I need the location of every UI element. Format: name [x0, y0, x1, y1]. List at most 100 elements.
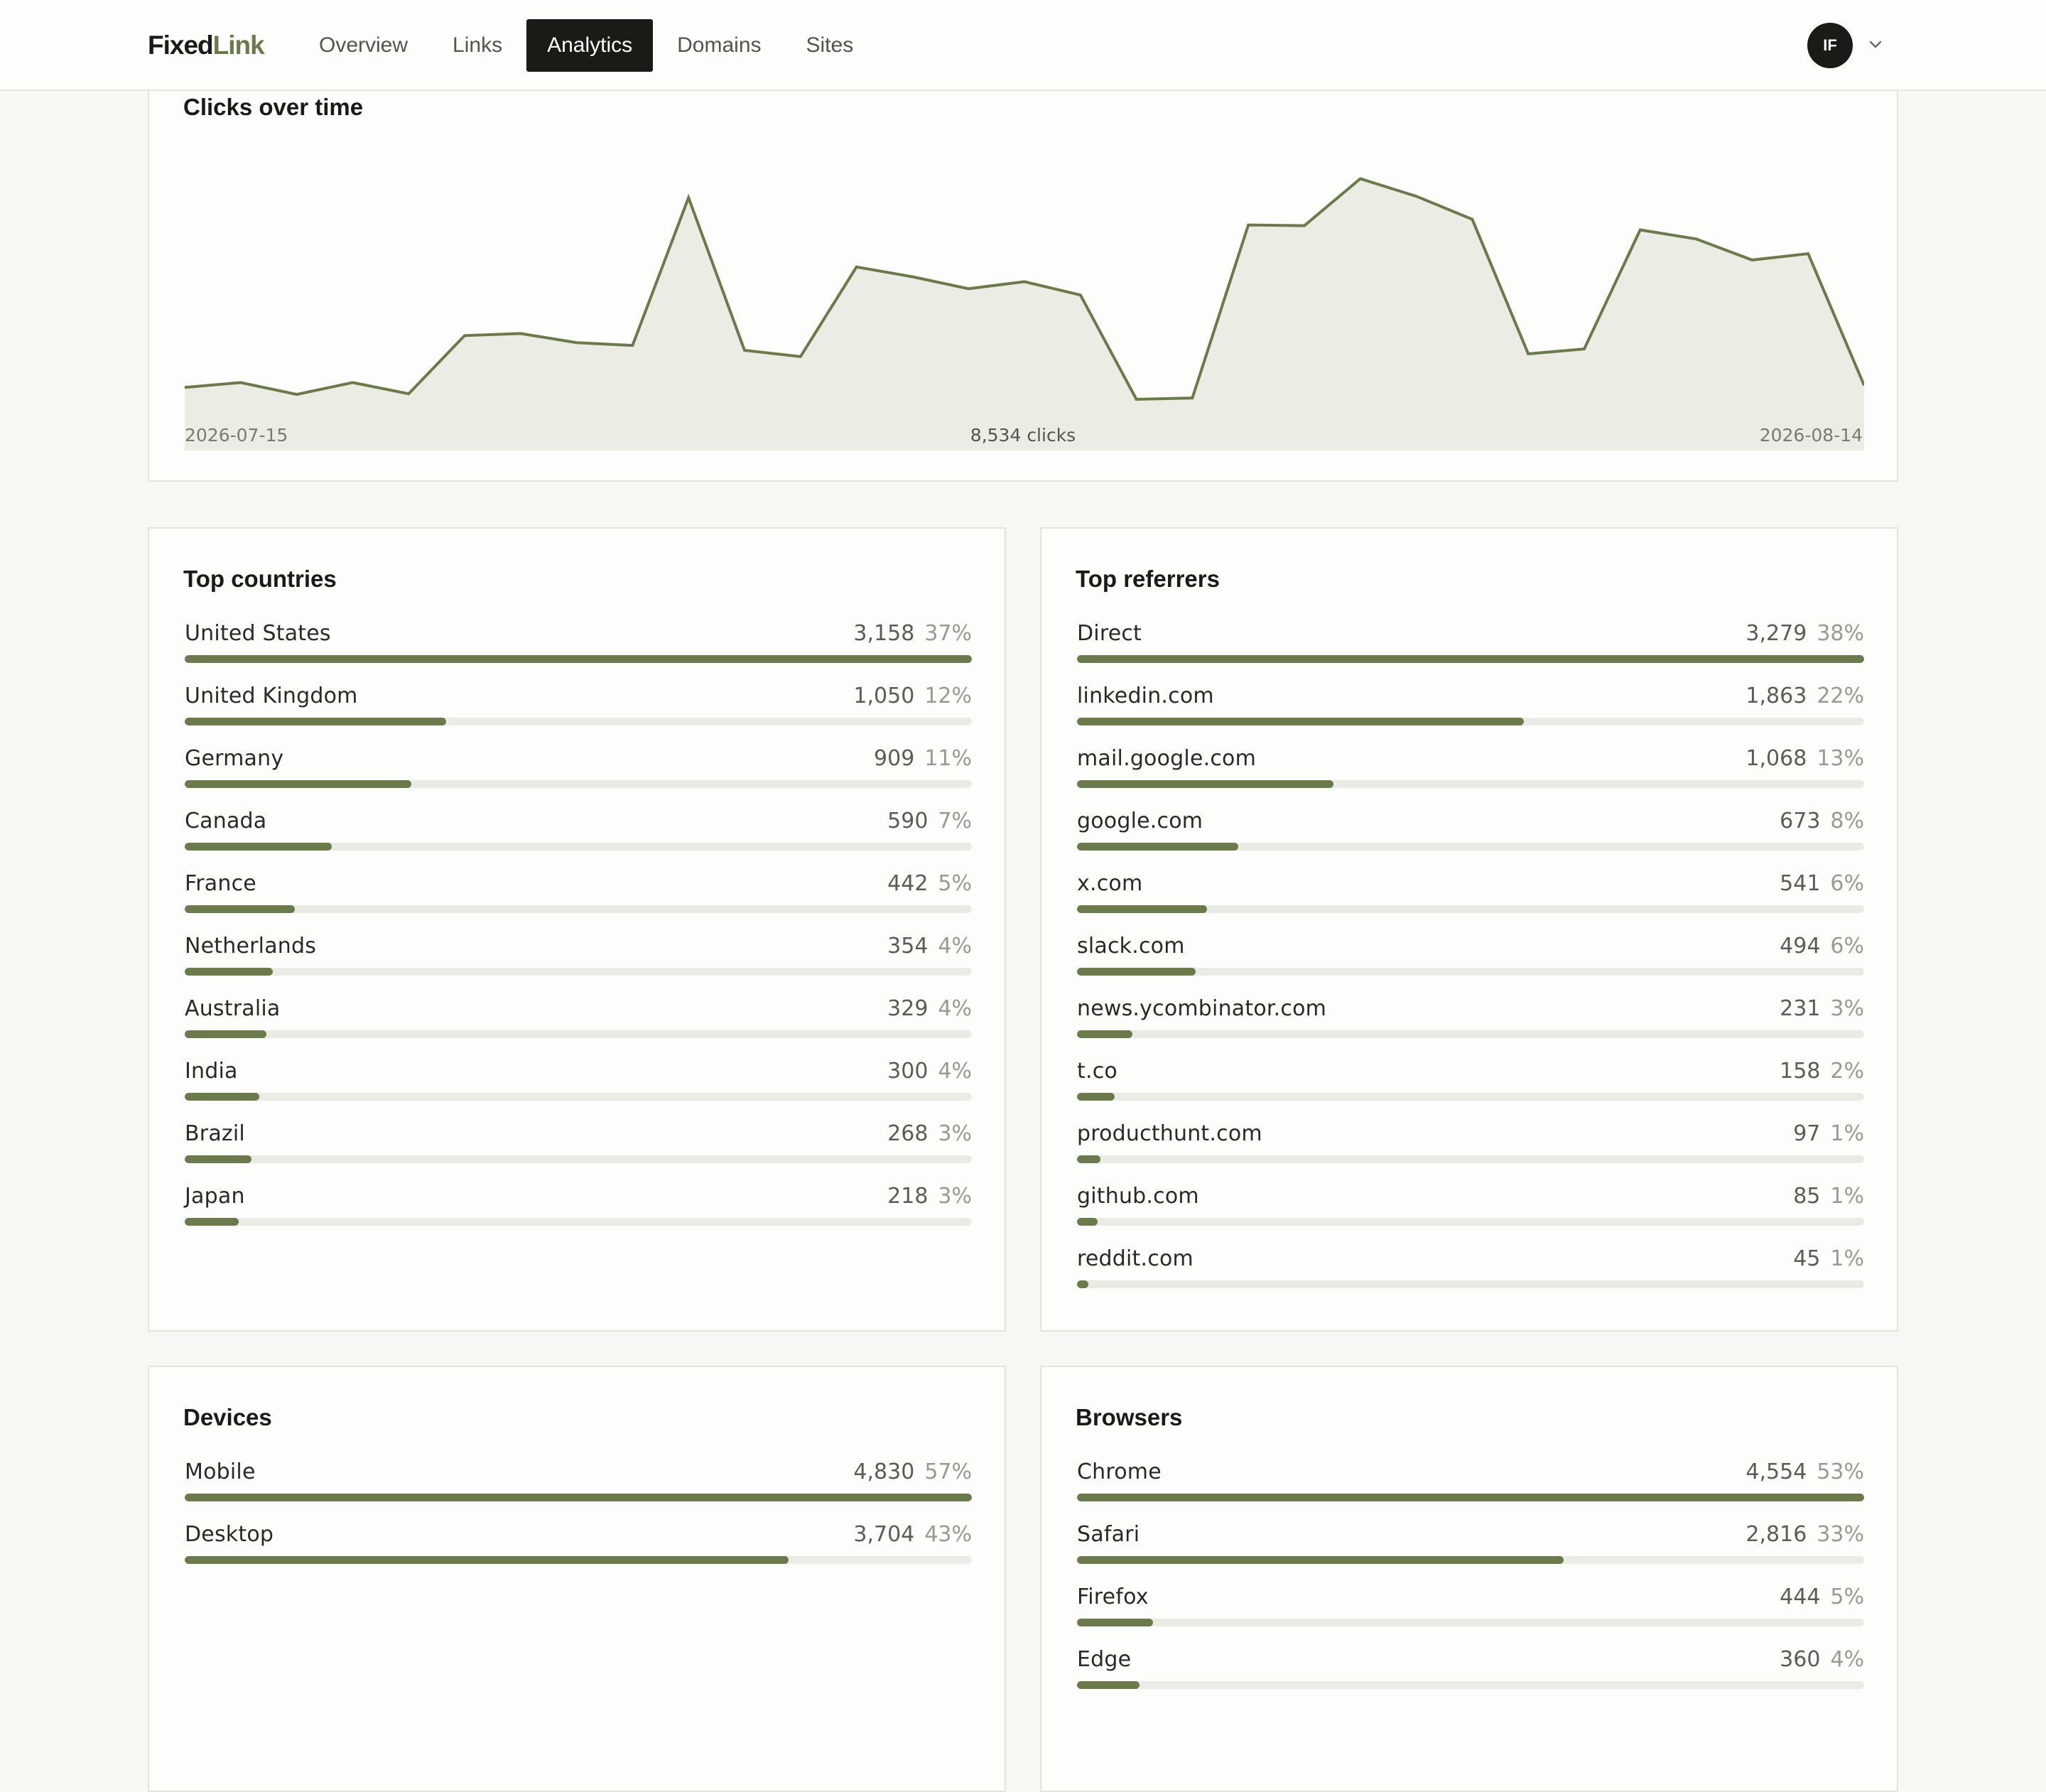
list-item[interactable]: Brazil 268 3% — [185, 1121, 972, 1184]
progress-track — [185, 655, 972, 663]
row-count: 45 — [1793, 1246, 1821, 1271]
card-title: Devices — [183, 1404, 272, 1430]
row-label: news.ycombinator.com — [1077, 996, 1327, 1021]
list-item[interactable]: Firefox 444 5% — [1077, 1585, 1864, 1647]
list-item[interactable]: reddit.com 45 1% — [1077, 1246, 1864, 1309]
row-value: 541 6% — [1780, 871, 1864, 896]
chevron-down-icon[interactable] — [1867, 36, 1884, 53]
nav-tab-links[interactable]: Links — [453, 33, 503, 57]
list-item[interactable]: producthunt.com 97 1% — [1077, 1121, 1864, 1184]
row-value: 360 4% — [1780, 1647, 1864, 1672]
list-item[interactable]: Japan 218 3% — [185, 1184, 972, 1246]
list-item[interactable]: India 300 4% — [185, 1059, 972, 1121]
browsers-card: Browsers Chrome 4,554 53% Safari 2,816 33% Fir… — [1040, 1366, 1898, 1792]
progress-fill — [185, 1556, 789, 1564]
row-count: 3,704 — [853, 1522, 915, 1547]
list-item[interactable]: Netherlands 354 4% — [185, 934, 972, 996]
list-item[interactable]: github.com 85 1% — [1077, 1184, 1864, 1246]
row-percent: 38% — [1817, 621, 1864, 646]
list-item[interactable]: Safari 2,816 33% — [1077, 1522, 1864, 1585]
row-percent: 57% — [924, 1459, 972, 1484]
row-percent: 22% — [1817, 684, 1864, 708]
row-label: google.com — [1077, 809, 1203, 833]
row-percent: 6% — [1830, 934, 1864, 959]
list-item[interactable]: Desktop 3,704 43% — [185, 1522, 972, 1585]
row-percent: 11% — [924, 746, 972, 771]
row-count: 97 — [1793, 1121, 1821, 1146]
list-item[interactable]: linkedin.com 1,863 22% — [1077, 684, 1864, 746]
progress-fill — [185, 968, 274, 976]
row-count: 354 — [887, 934, 929, 959]
row-value: 2,816 33% — [1745, 1522, 1864, 1547]
row-label: France — [185, 871, 256, 896]
row-count: 1,050 — [853, 684, 915, 708]
top-referrers-card: Top referrers Direct 3,279 38% linkedin.com… — [1040, 527, 1898, 1332]
list-item[interactable]: Canada 590 7% — [185, 809, 972, 871]
row-value: 442 5% — [887, 871, 972, 896]
list-item[interactable]: Mobile 4,830 57% — [185, 1459, 972, 1522]
nav-tab-analytics[interactable]: Analytics — [526, 19, 654, 72]
row-count: 590 — [887, 809, 929, 833]
row-percent: 3% — [1830, 996, 1864, 1021]
progress-fill — [1077, 968, 1196, 976]
progress-track — [1077, 1556, 1864, 1564]
row-count: 268 — [887, 1121, 929, 1146]
progress-track — [185, 968, 972, 976]
progress-track — [185, 1093, 972, 1101]
card-title: Top referrers — [1076, 566, 1220, 592]
progress-fill — [1077, 1494, 1864, 1501]
row-percent: 2% — [1830, 1059, 1864, 1084]
row-percent: 7% — [938, 809, 972, 833]
row-value: 45 1% — [1793, 1246, 1864, 1271]
list-item[interactable]: Direct 3,279 38% — [1077, 621, 1864, 684]
row-percent: 4% — [1830, 1647, 1864, 1672]
list-item[interactable]: Germany 909 11% — [185, 746, 972, 809]
row-label: Japan — [185, 1184, 245, 1209]
row-label: Edge — [1077, 1647, 1132, 1672]
row-percent: 53% — [1817, 1459, 1864, 1484]
nav-tab-domains[interactable]: Domains — [677, 33, 762, 57]
row-count: 1,068 — [1745, 746, 1807, 771]
row-count: 300 — [887, 1059, 929, 1084]
progress-fill — [1077, 1556, 1564, 1564]
row-percent: 5% — [1830, 1585, 1864, 1609]
list-item[interactable]: United Kingdom 1,050 12% — [185, 684, 972, 746]
row-value: 4,554 53% — [1745, 1459, 1864, 1484]
list-item[interactable]: news.ycombinator.com 231 3% — [1077, 996, 1864, 1059]
progress-track — [185, 1494, 972, 1501]
list-item[interactable]: France 442 5% — [185, 871, 972, 934]
list-item[interactable]: Chrome 4,554 53% — [1077, 1459, 1864, 1522]
brand-logo[interactable]: FixedLink — [148, 26, 265, 65]
row-label: t.co — [1077, 1059, 1117, 1084]
progress-track — [1077, 718, 1864, 725]
referrers-list: Direct 3,279 38% linkedin.com 1,863 22% mail.g… — [1077, 621, 1864, 1309]
list-item[interactable]: t.co 158 2% — [1077, 1059, 1864, 1121]
row-count: 1,863 — [1745, 684, 1807, 708]
progress-fill — [185, 905, 296, 913]
list-item[interactable]: slack.com 494 6% — [1077, 934, 1864, 996]
row-label: reddit.com — [1077, 1246, 1194, 1271]
progress-fill — [1077, 1681, 1140, 1689]
list-item[interactable]: Australia 329 4% — [185, 996, 972, 1059]
row-percent: 5% — [938, 871, 972, 896]
row-count: 444 — [1780, 1585, 1821, 1609]
list-item[interactable]: google.com 673 8% — [1077, 809, 1864, 871]
list-item[interactable]: Edge 360 4% — [1077, 1647, 1864, 1710]
row-percent: 4% — [938, 1059, 972, 1084]
progress-track — [1077, 843, 1864, 851]
list-item[interactable]: United States 3,158 37% — [185, 621, 972, 684]
row-count: 360 — [1780, 1647, 1821, 1672]
row-percent: 1% — [1830, 1121, 1864, 1146]
progress-track — [185, 1218, 972, 1226]
nav-tab-overview[interactable]: Overview — [319, 33, 408, 57]
row-count: 4,554 — [1745, 1459, 1807, 1484]
list-item[interactable]: mail.google.com 1,068 13% — [1077, 746, 1864, 809]
row-value: 1,050 12% — [853, 684, 972, 708]
user-avatar[interactable]: IF — [1807, 23, 1853, 68]
devices-card: Devices Mobile 4,830 57% Desktop 3,704 43% — [148, 1366, 1006, 1792]
progress-track — [185, 1155, 972, 1163]
main-nav: Overview Links Analytics Domains Sites — [298, 19, 877, 72]
row-count: 4,830 — [853, 1459, 915, 1484]
list-item[interactable]: x.com 541 6% — [1077, 871, 1864, 934]
nav-tab-sites[interactable]: Sites — [806, 33, 854, 57]
